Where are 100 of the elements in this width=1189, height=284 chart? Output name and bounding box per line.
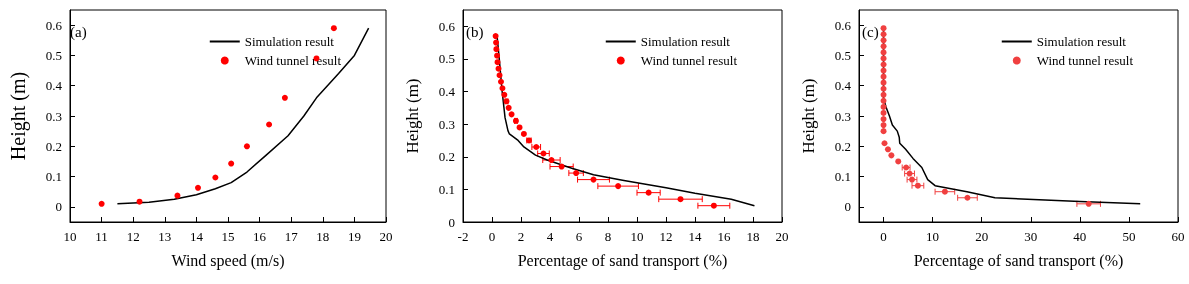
point [98, 200, 105, 207]
x-tick-label: 20 [775, 229, 789, 244]
point [880, 25, 887, 32]
point [880, 91, 887, 98]
point [499, 85, 506, 92]
legend-label: Wind tunnel result [244, 53, 342, 68]
point [880, 31, 887, 38]
legend-label: Simulation result [1036, 34, 1127, 49]
point [281, 94, 288, 101]
x-tick-label: 12 [126, 229, 140, 244]
y-tick-label: 0.2 [438, 149, 455, 165]
point [941, 188, 948, 195]
point [243, 143, 250, 150]
y-tick-label: 0 [55, 199, 62, 215]
annotation: (b) [466, 23, 484, 41]
x-tick-label: 2 [517, 229, 525, 244]
x-tick-label: 11 [95, 229, 108, 244]
x-tick-label: 16 [253, 229, 267, 244]
point [888, 152, 895, 159]
x-tick-label: 18 [316, 229, 330, 244]
x-tick-label: 18 [746, 229, 760, 244]
x-tick-label: 16 [717, 229, 731, 244]
point [964, 194, 971, 201]
annotation: (a) [70, 23, 87, 41]
point [880, 97, 887, 104]
legend-label: Wind tunnel result [640, 53, 738, 68]
y-tick-label: 0.3 [438, 116, 455, 132]
point [494, 52, 501, 59]
point [710, 202, 717, 209]
legend-label: Simulation result [640, 34, 731, 49]
point [330, 25, 337, 32]
y-tick-label: 0.4 [438, 84, 456, 100]
point [212, 174, 219, 181]
x-tick-label: 6 [575, 229, 583, 244]
x-tick-label: 13 [158, 229, 172, 244]
point [880, 37, 887, 44]
y-tick-label: 0.3 [834, 108, 851, 124]
y-axis-title: Height (m) [799, 78, 818, 154]
point [1085, 200, 1092, 207]
y-tick-label: 0.3 [45, 108, 62, 124]
point [266, 121, 273, 128]
annotation: (c) [862, 23, 879, 41]
y-tick-label: 0.2 [45, 138, 62, 154]
x-tick-label: 0 [880, 229, 887, 244]
x-tick-label: 50 [1122, 229, 1136, 244]
x-tick-label: 10 [926, 229, 940, 244]
point [677, 196, 684, 203]
y-tick-label: 0.2 [834, 138, 851, 154]
legend-label: Wind tunnel result [1036, 53, 1134, 68]
point [573, 170, 580, 177]
point [645, 189, 652, 196]
point [880, 109, 887, 116]
y-tick-label: 0.1 [438, 181, 455, 197]
point [880, 61, 887, 68]
y-tick-label: 0.1 [45, 169, 62, 185]
point [174, 192, 181, 199]
y-tick-label: 0 [448, 214, 455, 230]
point [492, 33, 499, 40]
point [615, 183, 622, 190]
point [136, 198, 143, 205]
point [493, 39, 500, 46]
y-tick-label: 0 [844, 199, 851, 215]
point [498, 78, 504, 85]
point [590, 176, 597, 183]
y-tick-label: 0.6 [438, 18, 456, 34]
y-tick-label: 0.6 [45, 17, 63, 33]
x-tick-label: 10 [63, 229, 77, 244]
x-tick-label: 30 [1024, 229, 1038, 244]
x-tick-label: 20 [379, 229, 393, 244]
point [505, 104, 512, 111]
x-tick-label: 40 [1073, 229, 1087, 244]
x-tick-label: 12 [659, 229, 673, 244]
point [880, 128, 887, 135]
point [501, 91, 508, 98]
point [558, 163, 565, 170]
y-tick-label: 0.4 [45, 78, 63, 94]
point [548, 157, 555, 164]
point [880, 116, 887, 123]
x-tick-label: 14 [189, 229, 204, 244]
point [881, 140, 888, 147]
y-tick-label: 0.5 [45, 47, 62, 63]
point [880, 85, 887, 92]
y-tick-label: 0.1 [834, 169, 851, 185]
point [495, 65, 502, 72]
x-axis-title: Percentage of sand transport (%) [517, 251, 728, 270]
point [880, 103, 887, 110]
point [520, 130, 527, 137]
x-tick-label: 17 [284, 229, 299, 244]
x-tick-label: 4 [546, 229, 554, 244]
x-axis-title: Wind speed (m/s) [171, 251, 285, 270]
legend-label: Simulation result [244, 34, 335, 49]
x-tick-label: 20 [975, 229, 989, 244]
x-axis-title: Percentage of sand transport (%) [913, 251, 1124, 270]
point [880, 122, 887, 129]
x-tick-label: -2 [457, 229, 469, 244]
x-tick-label: 0 [488, 229, 496, 244]
point [508, 111, 515, 118]
y-axis-title: Height (m) [7, 71, 30, 161]
y-tick-label: 0.4 [834, 78, 852, 94]
y-tick-label: 0.6 [834, 17, 852, 33]
